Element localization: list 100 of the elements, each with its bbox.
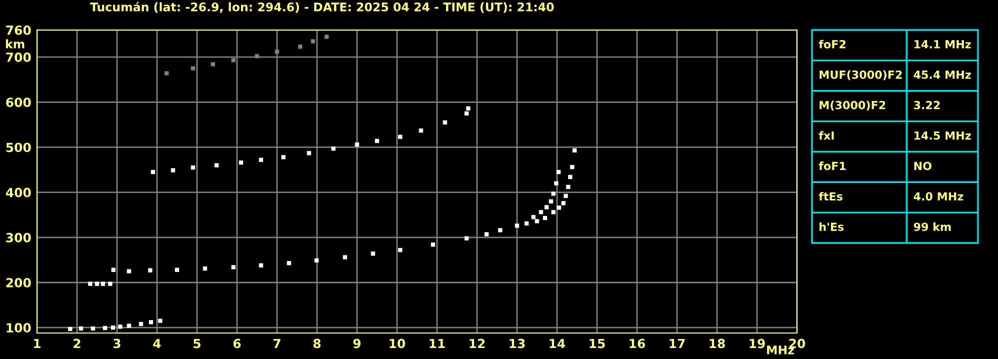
x-tick-label: 17 [670,338,685,348]
point [190,66,196,70]
text: 14.1 MHz [914,40,971,48]
point [370,252,376,256]
point [231,265,236,270]
point [398,248,402,252]
point [102,326,108,330]
x-tick-label: 7 [273,338,280,348]
text: 45.4 MHz [914,70,971,79]
point [138,322,144,326]
point [126,324,132,328]
point [534,219,540,224]
point [210,62,216,66]
x-tick-label: 14 [550,338,566,348]
x-tick-label: 2 [74,338,80,348]
point [570,164,574,170]
point [310,39,316,44]
point [572,148,577,152]
point [118,324,122,329]
point [94,282,100,286]
point [164,71,169,76]
point [556,170,561,174]
y-tick-label: 760 [6,25,31,35]
x-tick-label: 10 [390,338,406,348]
point [544,205,549,210]
point [158,318,162,323]
point [314,258,319,262]
point [100,282,106,286]
point [514,224,520,228]
point [561,201,566,206]
point [281,155,286,160]
point [548,199,554,204]
point [78,326,84,331]
y-axis-title: km [6,39,24,48]
x-tick-label: 1 [34,338,40,348]
text: foF2 [818,40,846,48]
text: M(3000)F2 [820,100,886,111]
y-tick-label: 300 [6,232,31,242]
x-tick-label: 8 [313,338,321,348]
point [258,263,264,268]
point [214,163,219,168]
y-tick-label: 400 [6,188,31,198]
point [190,165,196,170]
point [170,168,176,172]
point [148,320,154,324]
x-tick-label: 4 [153,338,161,348]
point [108,282,112,286]
y-tick-label: 600 [6,98,31,108]
chart-title: Tucumán (lat: -26.9, lon: 294.6) - DATE: 2025 04 24 - TIME (UT): 21:40 [90,2,554,13]
x-tick-label: 9 [353,338,361,348]
point [354,142,360,147]
point [90,326,96,331]
point [202,266,208,271]
point [126,269,132,274]
point [464,236,469,240]
point [324,34,329,39]
point [150,170,156,174]
point [531,215,536,220]
point [466,106,470,111]
point [231,58,236,62]
point [238,160,244,165]
point [566,184,570,189]
x-tick-label: 15 [590,338,605,348]
point [111,268,116,272]
point [286,261,292,266]
x-tick-label: 12 [470,338,485,348]
text: ftEs [818,192,842,201]
x-tick-label: 3 [113,338,120,348]
point [258,158,264,162]
text: h'Es [820,222,844,232]
y-tick-label: 200 [6,278,31,288]
point [568,174,572,180]
point [254,54,260,58]
text: foF1 [818,162,846,170]
point [464,111,469,116]
point [306,151,312,156]
point [148,268,152,272]
point [398,134,402,139]
point [88,282,92,286]
point [554,181,558,186]
x-tick-label: 16 [630,338,646,348]
point [342,255,348,260]
x-tick-label: 5 [194,338,200,348]
point [374,138,380,144]
text: 4.0 MHz [914,192,964,201]
x-tick-label: 18 [710,338,725,348]
point [430,242,436,247]
point [110,326,116,330]
text: fxI [818,131,834,140]
point [542,216,548,220]
text: 99 km [914,222,951,232]
point [298,44,302,49]
point [442,120,448,125]
text: 14.5 MHz [914,131,971,140]
point [524,221,529,226]
y-tick-label: 100 [6,323,31,333]
point [498,228,502,232]
text: NO [914,162,932,170]
point [538,210,544,214]
point [331,146,336,151]
